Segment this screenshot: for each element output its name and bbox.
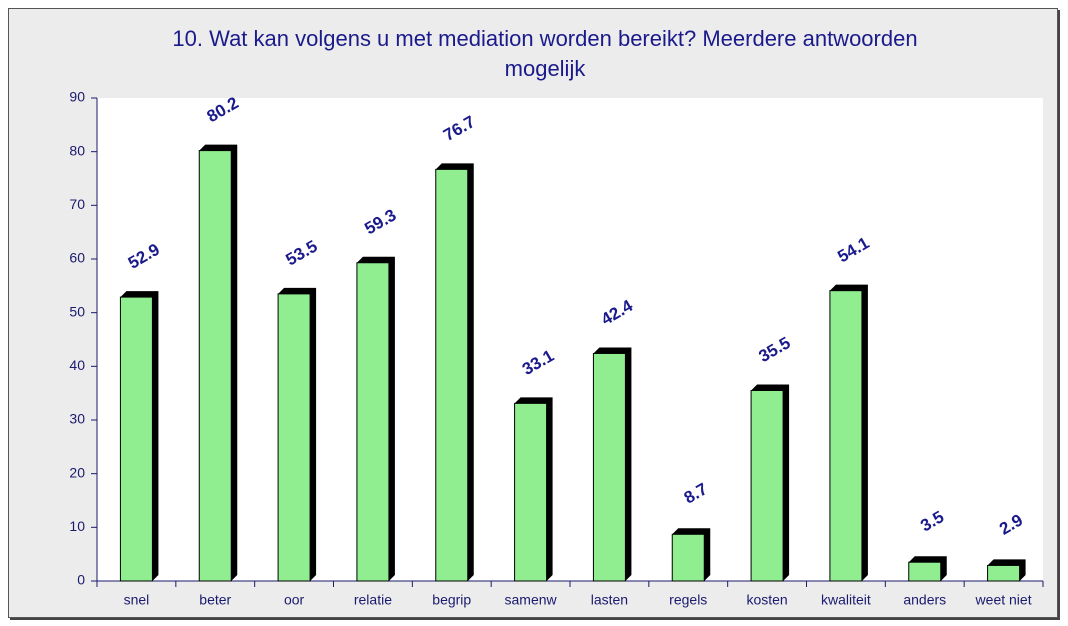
bar bbox=[356, 262, 390, 582]
bar bbox=[987, 564, 1021, 582]
x-tick-label: samenw bbox=[505, 592, 558, 608]
y-tick-label: 10 bbox=[69, 518, 85, 534]
bar bbox=[750, 389, 784, 582]
x-tick-label: beter bbox=[199, 592, 231, 608]
bar bbox=[671, 533, 705, 582]
x-tick-label: relatie bbox=[354, 592, 392, 608]
bar bbox=[119, 296, 153, 582]
y-tick-label: 30 bbox=[69, 411, 85, 427]
bar bbox=[514, 402, 548, 582]
x-tick-label: regels bbox=[669, 592, 707, 608]
bar bbox=[277, 293, 311, 582]
x-tick-label: kosten bbox=[746, 592, 787, 608]
y-tick-label: 40 bbox=[69, 357, 85, 373]
bar bbox=[592, 352, 626, 582]
x-tick-label: kwaliteit bbox=[821, 592, 871, 608]
bar bbox=[829, 290, 863, 582]
x-tick-label: anders bbox=[903, 592, 946, 608]
y-tick-label: 90 bbox=[69, 89, 85, 105]
chart-title: 10. Wat kan volgens u met mediation word… bbox=[172, 26, 918, 81]
plot-area bbox=[97, 98, 1043, 581]
x-tick-label: begrip bbox=[432, 592, 471, 608]
y-tick-label: 50 bbox=[69, 303, 85, 319]
bar bbox=[435, 168, 469, 582]
bar bbox=[198, 150, 232, 582]
y-tick-label: 20 bbox=[69, 464, 85, 480]
y-tick-label: 70 bbox=[69, 196, 85, 212]
y-tick-label: 80 bbox=[69, 142, 85, 158]
y-tick-label: 0 bbox=[77, 572, 85, 588]
x-tick-label: snel bbox=[124, 592, 150, 608]
x-tick-label: lasten bbox=[591, 592, 628, 608]
x-tick-label: oor bbox=[284, 592, 305, 608]
bar bbox=[908, 561, 942, 582]
y-tick-label: 60 bbox=[69, 250, 85, 266]
x-tick-label: weet niet bbox=[975, 592, 1032, 608]
